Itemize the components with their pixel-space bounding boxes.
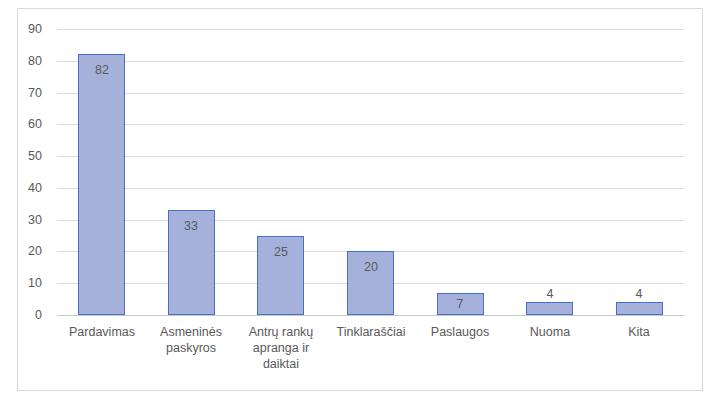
category-label: Kita	[593, 324, 685, 340]
category-label: Antrų rankų apranga ir daiktai	[235, 324, 327, 372]
bar-value-label: 4	[525, 287, 575, 301]
bar-value-label: 4	[614, 287, 664, 301]
y-axis-tick-label: 50	[18, 149, 42, 163]
y-axis-tick-label: 10	[18, 276, 42, 290]
y-axis-tick-label: 20	[18, 244, 42, 258]
y-axis-tick-label: 0	[18, 308, 42, 322]
bar	[526, 302, 573, 315]
y-axis-tick-label: 40	[18, 181, 42, 195]
gridline	[57, 93, 684, 94]
bar-value-label: 33	[166, 219, 216, 233]
y-axis-tick-label: 30	[18, 213, 42, 227]
bar-chart-frame: 0 10 20 30 40 50 60 70 80 90 82 33 25 20 7 4 4 Pardavim…	[17, 8, 703, 391]
category-label: Asmeninės paskyros	[145, 324, 237, 356]
gridline	[57, 156, 684, 157]
gridline	[57, 124, 684, 125]
category-label: Paslaugos	[414, 324, 506, 340]
category-label: Pardavimas	[56, 324, 148, 340]
plot-area: 82 33 25 20 7 4 4	[57, 29, 684, 316]
y-axis-tick-label: 70	[18, 86, 42, 100]
y-axis-tick-label: 90	[18, 22, 42, 36]
y-axis-tick-label: 60	[18, 117, 42, 131]
bar-value-label: 25	[256, 245, 306, 259]
gridline	[57, 220, 684, 221]
bar-value-label: 20	[346, 260, 396, 274]
bar-value-label: 7	[435, 297, 485, 311]
category-label: Nuoma	[504, 324, 596, 340]
gridline	[57, 188, 684, 189]
bar	[78, 54, 125, 315]
bar	[616, 302, 663, 315]
x-axis-line	[57, 315, 684, 316]
y-axis-tick-label: 80	[18, 54, 42, 68]
category-label: Tinklaraščiai	[325, 324, 417, 340]
bar-value-label: 82	[77, 63, 127, 77]
gridline	[57, 61, 684, 62]
gridline	[57, 29, 684, 30]
